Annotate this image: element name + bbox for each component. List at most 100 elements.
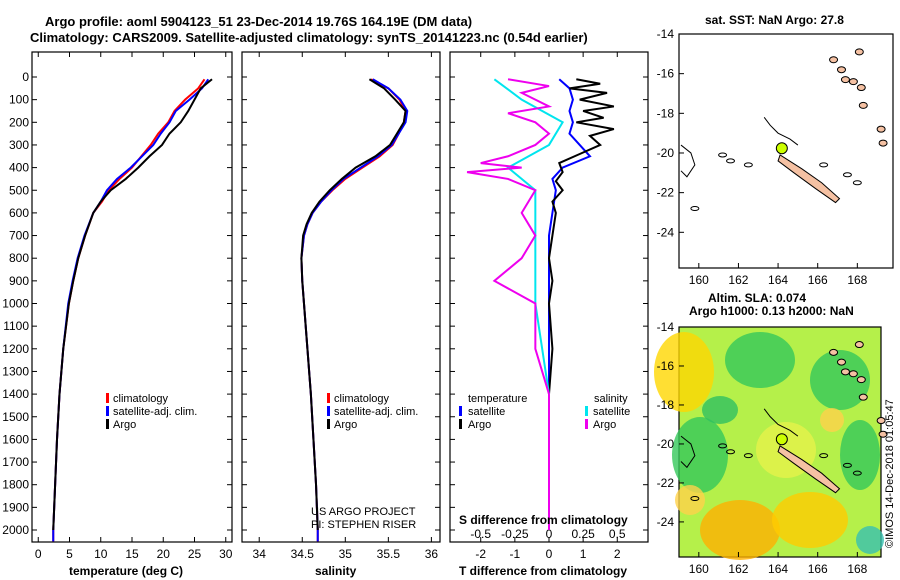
depth-tick-label: 1200 <box>2 342 29 356</box>
depth-tick-label: 200 <box>9 115 29 129</box>
legend-label-argo: Argo <box>334 419 357 431</box>
legend-swatch-argo <box>106 419 109 429</box>
depth-tick-label: 1800 <box>2 478 29 492</box>
map-lat-label: -18 <box>657 106 675 120</box>
depth-tick-label: 100 <box>9 93 29 107</box>
s-difference-label: S difference from climatology <box>459 513 628 527</box>
depth-tick-label: 1100 <box>3 319 29 333</box>
series-line-satellite-adj-clim- <box>52 78 210 542</box>
argo-position-marker <box>775 142 788 155</box>
legend-label-s-argo: Argo <box>593 419 616 431</box>
depth-tick-label: 400 <box>9 161 29 175</box>
series-line-t-argo <box>547 78 615 530</box>
depth-tick-label: 1500 <box>2 410 29 424</box>
reef-outline <box>763 408 799 437</box>
land-island <box>856 376 866 384</box>
map-lon-label: 164 <box>768 273 788 287</box>
depth-tick-label: 1300 <box>2 364 29 378</box>
map-lon-label: 162 <box>728 562 748 576</box>
map-lat-label: -18 <box>657 398 675 412</box>
series-line-argo <box>300 78 407 531</box>
series-line-satellite-adj-clim- <box>300 78 409 542</box>
reef-outline <box>819 453 829 459</box>
reef-outline <box>743 453 753 459</box>
series-line-climatology <box>300 78 407 542</box>
x-tick-label: -2 <box>475 547 486 561</box>
salinity-chart: 34 34.5 35 35.5 36 <box>253 52 438 561</box>
sla-field <box>772 492 848 548</box>
depth-axis: 0 100 200 300 400 500 600 700 800 900 1000 1100 1200… <box>2 70 648 537</box>
map-lat-label: -14 <box>657 320 675 334</box>
legend-swatch-argo <box>327 419 330 429</box>
legend-label-t-argo: Argo <box>468 419 491 431</box>
reef-outline <box>842 172 852 178</box>
depth-tick-label: 0 <box>22 70 29 84</box>
title-line2: Climatology: CARS2009. Satellite-adjuste… <box>30 30 588 45</box>
sla-field <box>700 500 780 560</box>
depth-tick-label: 900 <box>9 274 29 288</box>
map-lon-label: 160 <box>689 562 709 576</box>
map-lon-label: 166 <box>808 562 828 576</box>
sla-field <box>820 408 844 432</box>
map-lon-label: 168 <box>847 273 867 287</box>
s-diff-tick-label: 0 <box>546 527 553 541</box>
legend-swatch-climatology <box>327 393 330 403</box>
project-annotation: US ARGO PROJECT <box>311 506 416 518</box>
depth-tick-label: 300 <box>9 138 29 152</box>
map-lat-label: -24 <box>657 225 675 239</box>
map-lon-label: 160 <box>689 273 709 287</box>
legend-label-climatology: climatology <box>334 393 390 405</box>
reef-outline <box>852 470 862 476</box>
top-map-title: sat. SST: NaN Argo: 27.8 <box>705 13 844 27</box>
land-island <box>854 48 864 56</box>
land-island <box>856 84 866 92</box>
reef-outline <box>726 158 736 164</box>
map-lat-label: -20 <box>657 437 675 451</box>
sla-field <box>856 526 884 554</box>
difference-xlabel: T difference from climatology <box>459 564 627 578</box>
sla-field <box>725 332 795 388</box>
x-tick-label: 5 <box>66 547 73 561</box>
imos-timestamp: ©IMOS 14-Dec-2018 01:05:47 <box>884 399 896 548</box>
legend-swatch-s-satellite <box>585 406 588 416</box>
series-line-s-argo <box>466 78 553 530</box>
x-tick-label: 0 <box>546 547 553 561</box>
reef-outline <box>852 180 862 186</box>
salinity-xlabel: salinity <box>315 564 357 578</box>
land-island <box>878 430 888 438</box>
legend-label-argo: Argo <box>113 419 136 431</box>
reef-outline <box>718 152 728 158</box>
pi-annotation: PI: STEPHEN RISER <box>311 519 416 531</box>
sla-field <box>840 420 880 490</box>
legend-label-satellite: satellite-adj. clim. <box>113 406 197 418</box>
land-new-caledonia <box>777 154 841 204</box>
depth-tick-label: 1700 <box>2 455 29 469</box>
depth-tick-label: 1400 <box>2 387 29 401</box>
sla-field <box>675 485 705 515</box>
depth-tick-label: 1000 <box>2 297 29 311</box>
land-island <box>836 358 846 366</box>
map-lat-label: -22 <box>657 476 675 490</box>
depth-tick-label: 600 <box>9 206 29 220</box>
reef-outline <box>726 449 736 455</box>
s-diff-tick-label: 0.25 <box>571 527 595 541</box>
argo-position-marker <box>775 433 788 446</box>
legend-label-climatology: climatology <box>113 393 169 405</box>
land-island <box>840 76 850 84</box>
reef-outline <box>690 206 700 212</box>
reef-outline <box>680 435 696 469</box>
series-line-argo <box>52 78 213 531</box>
salinity-legend: climatology satellite-adj. clim. Argo US… <box>311 393 418 531</box>
legend-swatch-satellite <box>327 406 330 416</box>
reef-outline <box>819 162 829 168</box>
map-lat-label: -14 <box>657 27 675 41</box>
land-island <box>858 393 868 401</box>
x-tick-label: 10 <box>94 547 108 561</box>
s-diff-tick-label: -0.5 <box>470 527 491 541</box>
legend-label-s-satellite: satellite <box>593 406 630 418</box>
map-lat-label: -20 <box>657 146 675 160</box>
reef-outline <box>680 144 696 178</box>
land-island <box>878 139 888 147</box>
legend-title-salinity: salinity <box>594 393 628 405</box>
legend-title-temperature: temperature <box>468 393 527 405</box>
